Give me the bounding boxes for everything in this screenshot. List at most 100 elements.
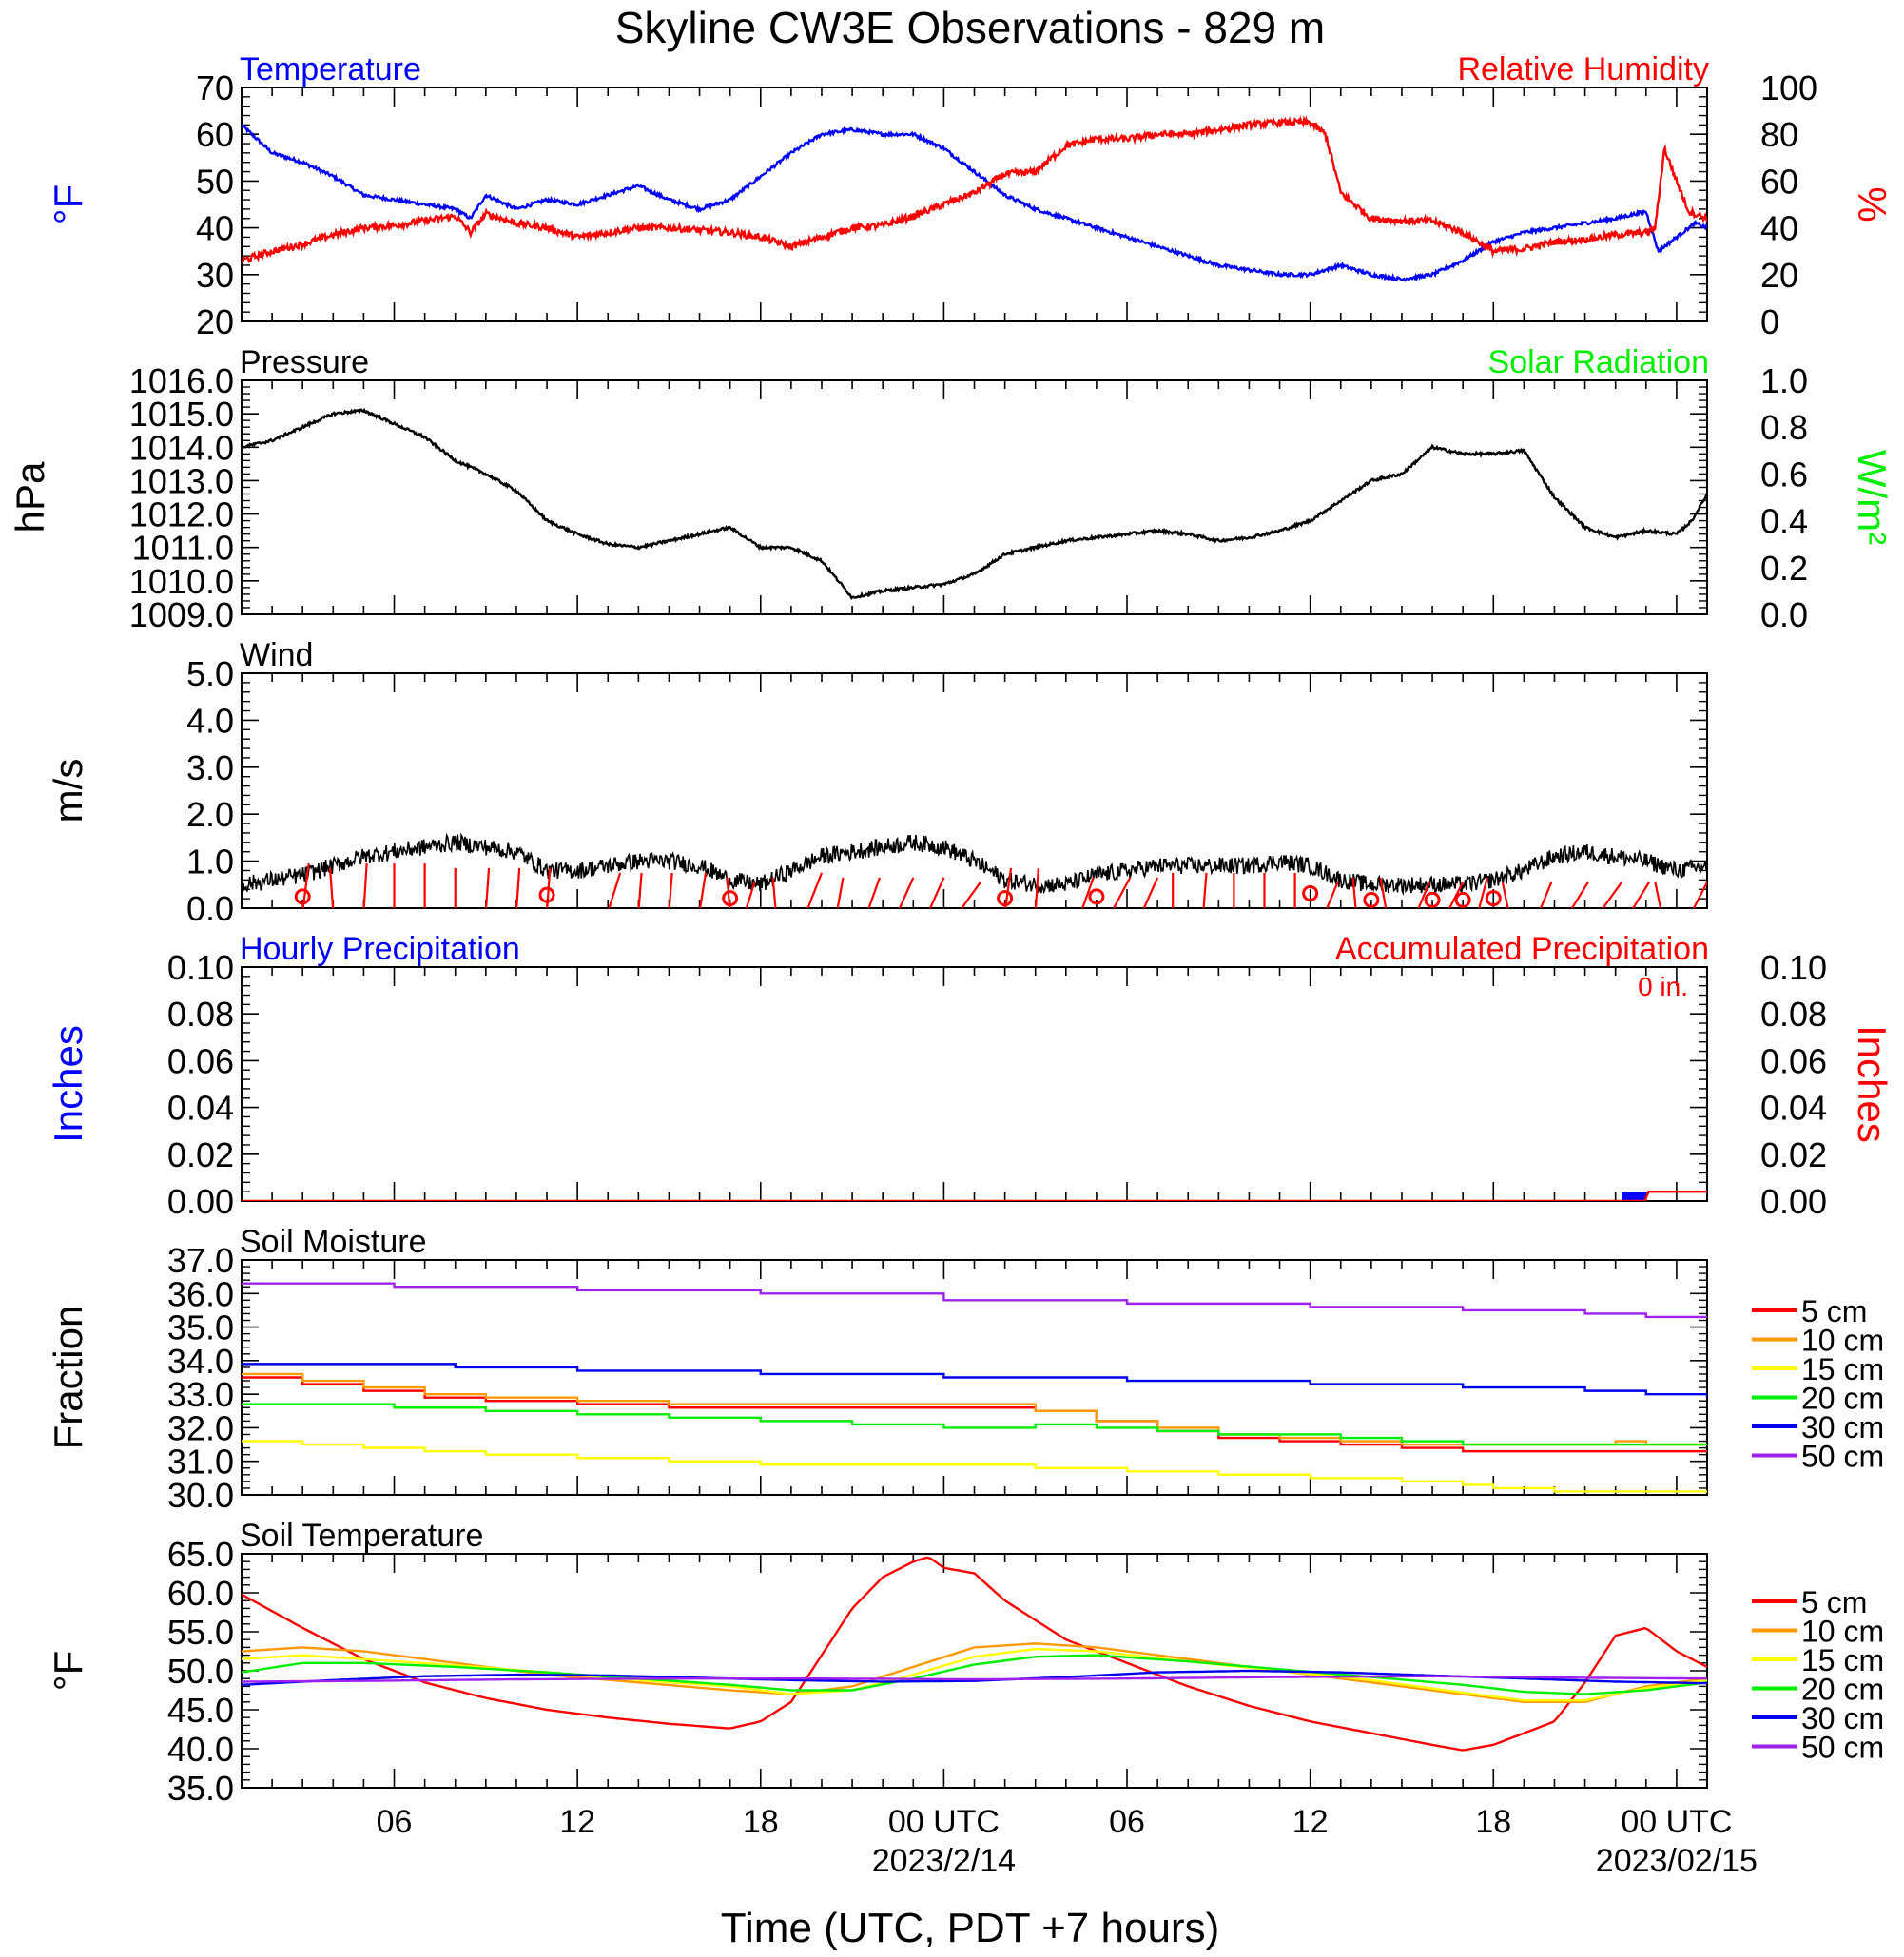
soil_temp-series-5-cm-line <box>242 1556 1707 1752</box>
wind-y-tick-label: 5.0 <box>186 654 234 693</box>
wind-barb <box>1379 877 1388 908</box>
soil_moisture-y-tick-label: 32.0 <box>167 1408 234 1447</box>
temp_rh-y2-tick-label: 40 <box>1760 209 1798 248</box>
wind-y-tick-label: 2.0 <box>186 795 234 834</box>
wind-barb <box>960 882 981 908</box>
wind-barb <box>1570 882 1589 908</box>
wind-title: Wind <box>240 637 313 673</box>
precip-title: Hourly Precipitation <box>240 931 520 967</box>
wind-barb <box>699 872 708 908</box>
wind-calm-marker <box>997 890 1014 907</box>
precip-y2-tick-label: 0.06 <box>1760 1041 1827 1080</box>
x-tick-label: 12 <box>1292 1804 1329 1840</box>
legend-label: 5 cm <box>1801 1585 1867 1619</box>
x-tick-label: 18 <box>1475 1804 1511 1840</box>
wind-calm-marker <box>1454 891 1471 908</box>
wind-barb <box>1202 872 1208 908</box>
wind-barb <box>1447 882 1465 908</box>
pressure-y2-tick-label: 0.6 <box>1760 455 1808 494</box>
soil_moisture-y-tick-label: 33.0 <box>167 1375 234 1414</box>
pressure-y-tick-label: 1014.0 <box>129 428 234 467</box>
legend-label: 10 cm <box>1801 1615 1884 1649</box>
temp_rh-series-temperature-line <box>242 124 1707 282</box>
temp_rh-y2label: % <box>1850 186 1894 222</box>
precip-plot-area <box>242 1191 1707 1201</box>
wind-calm-marker <box>1485 890 1502 907</box>
temp_rh-y2-tick-label: 60 <box>1760 162 1798 201</box>
wind-y-tick-label: 3.0 <box>186 748 234 787</box>
soil_moisture-y-tick-label: 31.0 <box>167 1443 234 1482</box>
legend-label: 20 cm <box>1801 1382 1884 1416</box>
precip-y2-tick-label: 0.04 <box>1760 1089 1827 1128</box>
temp_rh-y2-tick-label: 100 <box>1760 68 1817 107</box>
pressure-y2label: W/m² <box>1850 450 1894 545</box>
soil_temp-title: Soil Temperature <box>240 1518 483 1554</box>
wind-barb <box>806 872 824 908</box>
wind-y-tick-label: 4.0 <box>186 701 234 740</box>
legend-label: 5 cm <box>1801 1294 1867 1328</box>
wind-barb <box>1112 877 1132 908</box>
wind-barb <box>928 877 945 908</box>
x-tick-label: 06 <box>377 1804 413 1840</box>
legend-label: 30 cm <box>1801 1701 1884 1735</box>
wind-barb <box>1692 882 1707 908</box>
legend-label: 20 cm <box>1801 1673 1884 1707</box>
soil_moisture-plot-area <box>242 1282 1707 1493</box>
wind-barb <box>1034 867 1040 908</box>
wind-barb <box>668 872 673 908</box>
precip-series-hourly-precipitation-bar <box>1622 1192 1646 1201</box>
temp_rh-y2-tick-label: 80 <box>1760 115 1798 154</box>
pressure-y2-tick-label: 0.0 <box>1760 595 1808 634</box>
soil_moisture-y-tick-label: 35.0 <box>167 1308 234 1347</box>
pressure-frame <box>241 379 1708 615</box>
wind-y-tick-label: 1.0 <box>186 843 234 882</box>
pressure-y2-tick-label: 0.4 <box>1760 502 1808 541</box>
pressure-right-title: Solar Radiation <box>1488 344 1709 380</box>
x-tick-label: 00 UTC <box>1621 1804 1732 1840</box>
temp_rh-y2-tick-label: 0 <box>1760 302 1779 341</box>
pressure-plot-area <box>242 407 1707 600</box>
precip-right-title: Accumulated Precipitation <box>1335 931 1709 967</box>
soil_temp-series-50-cm-line <box>242 1675 1707 1683</box>
precip-y-tick-label: 0.06 <box>167 1041 234 1080</box>
wind-barb <box>745 882 756 908</box>
x-tick-label: 18 <box>743 1804 779 1840</box>
precip-frame <box>241 966 1708 1202</box>
legend-label: 10 cm <box>1801 1324 1884 1358</box>
x-date-label: 2023/2/14 <box>872 1843 1016 1879</box>
pressure-y2-tick-label: 0.2 <box>1760 549 1808 588</box>
wind-y-tick-label: 0.0 <box>186 889 234 928</box>
temp_rh-y-tick-label: 60 <box>196 115 234 154</box>
wind-barb <box>637 872 643 908</box>
wind-barb <box>867 877 882 908</box>
soil_moisture-title: Soil Moisture <box>240 1224 427 1260</box>
pressure-y-tick-label: 1012.0 <box>129 495 234 534</box>
temp_rh-y-tick-label: 40 <box>196 209 234 248</box>
soil_moisture-series-15-cm-line <box>242 1440 1707 1493</box>
pressure-ylabel: hPa <box>8 461 52 533</box>
wind-calm-marker <box>722 890 739 907</box>
chart-title: Skyline CW3E Observations - 829 m <box>615 3 1326 52</box>
soil_temp-y-tick-label: 35.0 <box>167 1769 234 1808</box>
wind-ylabel: m/s <box>46 759 90 823</box>
soil_moisture-series-50-cm-line <box>242 1282 1707 1319</box>
soil_temp-y-tick-label: 50.0 <box>167 1652 234 1691</box>
legend-label: 50 cm <box>1801 1440 1884 1474</box>
wind-barb <box>898 877 915 908</box>
soil_moisture-series-20-cm-line <box>242 1403 1707 1446</box>
soil_temp-ylabel: °F <box>46 1651 90 1691</box>
x-tick-label: 12 <box>559 1804 595 1840</box>
precip-ylabel: Inches <box>46 1025 90 1143</box>
x-date-label: 2023/02/15 <box>1596 1843 1758 1879</box>
wind-barb <box>362 863 368 908</box>
pressure-y-tick-label: 1009.0 <box>129 595 234 634</box>
pressure-y-tick-label: 1011.0 <box>132 529 234 568</box>
soil_moisture-y-tick-label: 36.0 <box>167 1274 234 1313</box>
wind-barb <box>546 867 552 908</box>
precip-y-tick-label: 0.00 <box>167 1182 234 1221</box>
pressure-series-pressure-line <box>242 407 1707 600</box>
wind-barb <box>836 877 845 908</box>
x-axis-title: Time (UTC, PDT +7 hours) <box>721 1905 1219 1951</box>
wind-barb <box>1417 882 1430 908</box>
